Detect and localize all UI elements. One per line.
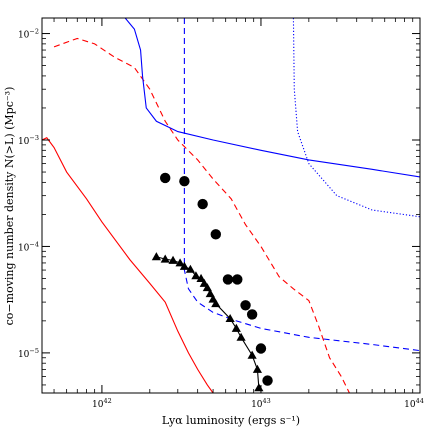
- circle-point-4: [222, 274, 234, 285]
- triangle-point-6: [191, 271, 201, 280]
- x-tick-label-2: 1044: [404, 397, 424, 410]
- plot-frame: [41, 17, 421, 394]
- x-axis-label: Lyα luminosity (ergs s⁻¹): [162, 414, 300, 427]
- curves-layer: [42, 18, 420, 393]
- triangle-point-3: [175, 258, 185, 267]
- triangle-point-15: [236, 332, 246, 341]
- triangle-point-4: [179, 261, 189, 270]
- series-6-line: [292, 18, 420, 218]
- x-tick-label-0: 1042: [92, 397, 112, 410]
- triangle-point-0: [151, 252, 161, 261]
- circle-point-8: [255, 343, 267, 354]
- triangle-point-7: [196, 273, 206, 282]
- y-tick-label-2: 10−3: [18, 134, 39, 147]
- circle-point-5: [232, 274, 243, 285]
- x-tick-label-1: 1043: [251, 397, 271, 410]
- series-2-line: [42, 137, 214, 393]
- triangle-point-13: [225, 313, 235, 323]
- triangle-point-16: [247, 350, 257, 359]
- series-4-line: [124, 18, 420, 178]
- circle-point-9: [262, 375, 273, 386]
- y-axis-label: co−moving number density N(>L) (Mpc⁻³): [3, 87, 16, 326]
- series-5-line: [183, 18, 420, 352]
- triangle-point-9: [202, 283, 212, 292]
- circle-point-0: [160, 172, 171, 184]
- circle-point-2: [197, 198, 208, 210]
- circle-point-3: [210, 229, 221, 240]
- triangle-point-17: [252, 364, 263, 373]
- y-tick-label-0: 10−5: [18, 347, 39, 360]
- series-3-line: [53, 37, 350, 393]
- triangle-point-14: [231, 323, 241, 332]
- circle-point-7: [246, 309, 258, 320]
- markers-layer: [151, 172, 273, 392]
- y-tick-label-1: 10−4: [18, 240, 39, 253]
- ticks-layer: 1042 1043 1044 10−5 10−4 10−3 10−2: [18, 18, 424, 410]
- triangle-point-2: [168, 255, 178, 264]
- circle-point-1: [179, 176, 190, 187]
- triangle-point-10: [205, 289, 215, 298]
- y-tick-label-3: 10−2: [18, 28, 39, 41]
- circle-point-6: [240, 300, 251, 311]
- triangle-point-5: [185, 264, 195, 273]
- triangle-point-1: [160, 254, 170, 263]
- triangle-point-12: [211, 299, 221, 308]
